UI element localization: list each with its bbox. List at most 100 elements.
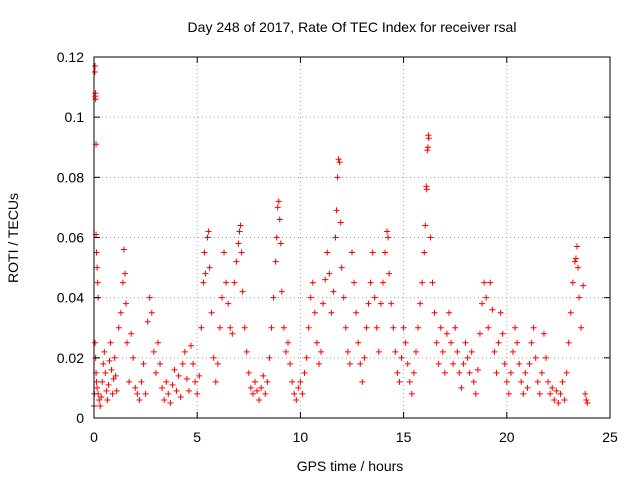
data-point: [346, 360, 353, 367]
data-point: [94, 384, 101, 391]
data-point: [514, 339, 521, 346]
data-point: [161, 396, 168, 403]
data-point: [337, 219, 344, 226]
data-point: [408, 390, 415, 397]
data-point: [169, 381, 176, 388]
data-points: [91, 63, 591, 409]
data-point: [344, 348, 351, 355]
data-point: [481, 279, 488, 286]
data-point: [99, 378, 106, 385]
data-point: [249, 390, 256, 397]
data-point: [398, 354, 405, 361]
data-point: [274, 204, 281, 211]
data-point: [163, 378, 170, 385]
data-point: [192, 378, 199, 385]
data-point: [307, 294, 314, 301]
data-point: [146, 294, 153, 301]
data-point: [320, 300, 327, 307]
data-point: [493, 369, 500, 376]
data-point: [117, 309, 124, 316]
data-point: [460, 360, 467, 367]
data-point: [464, 354, 471, 361]
y-tick-label: 0.08: [57, 169, 84, 185]
data-point: [221, 249, 228, 256]
data-point: [497, 309, 504, 316]
data-point: [266, 354, 273, 361]
data-point: [227, 324, 234, 331]
y-tick-label: 0: [76, 410, 84, 426]
data-point: [171, 366, 178, 373]
data-point: [452, 324, 459, 331]
data-point: [425, 135, 432, 142]
data-point: [422, 222, 429, 229]
data-point: [563, 369, 570, 376]
data-point: [421, 249, 428, 256]
data-point: [204, 234, 211, 241]
data-point: [406, 378, 413, 385]
y-axis-label: ROTI / TECUs: [5, 193, 21, 283]
data-point: [270, 294, 277, 301]
data-point: [126, 378, 133, 385]
data-point: [565, 339, 572, 346]
data-point: [115, 324, 122, 331]
data-point: [417, 300, 424, 307]
data-point: [96, 396, 103, 403]
data-point: [499, 330, 506, 337]
data-point: [311, 309, 318, 316]
data-point: [282, 348, 289, 355]
data-point: [264, 378, 271, 385]
data-point: [470, 378, 477, 385]
data-point: [448, 339, 455, 346]
data-point: [97, 402, 104, 409]
data-point: [507, 369, 514, 376]
data-point: [130, 354, 137, 361]
data-point: [377, 300, 384, 307]
data-point: [272, 258, 279, 265]
data-point: [549, 384, 556, 391]
data-point: [561, 396, 568, 403]
data-point: [276, 216, 283, 223]
data-point: [218, 294, 225, 301]
data-point: [119, 279, 126, 286]
data-point: [92, 63, 99, 70]
data-point: [177, 393, 184, 400]
data-point: [205, 228, 212, 235]
data-point: [326, 270, 333, 277]
data-point: [386, 270, 393, 277]
data-point: [439, 348, 446, 355]
data-point: [373, 324, 380, 331]
data-point: [402, 339, 409, 346]
data-point: [159, 384, 166, 391]
data-point: [487, 279, 494, 286]
data-point: [128, 330, 135, 337]
data-point: [522, 369, 529, 376]
data-point: [518, 378, 525, 385]
data-point: [167, 399, 174, 406]
data-point: [485, 324, 492, 331]
data-point: [520, 390, 527, 397]
data-point: [446, 309, 453, 316]
data-point: [355, 339, 362, 346]
data-point: [268, 324, 275, 331]
data-point: [95, 390, 102, 397]
data-point: [509, 348, 516, 355]
data-point: [545, 378, 552, 385]
data-point: [208, 309, 215, 316]
data-point: [580, 282, 587, 289]
data-point: [150, 348, 157, 355]
data-point: [94, 279, 101, 286]
data-point: [154, 339, 161, 346]
data-point: [424, 144, 431, 151]
data-point: [132, 384, 139, 391]
data-point: [330, 288, 337, 295]
data-point: [247, 384, 254, 391]
data-point: [390, 324, 397, 331]
data-point: [491, 348, 498, 355]
y-tick-label: 0.02: [57, 350, 84, 366]
data-point: [333, 207, 340, 214]
data-point: [157, 360, 164, 367]
data-point: [285, 339, 292, 346]
data-point: [273, 234, 280, 241]
data-point: [569, 279, 576, 286]
